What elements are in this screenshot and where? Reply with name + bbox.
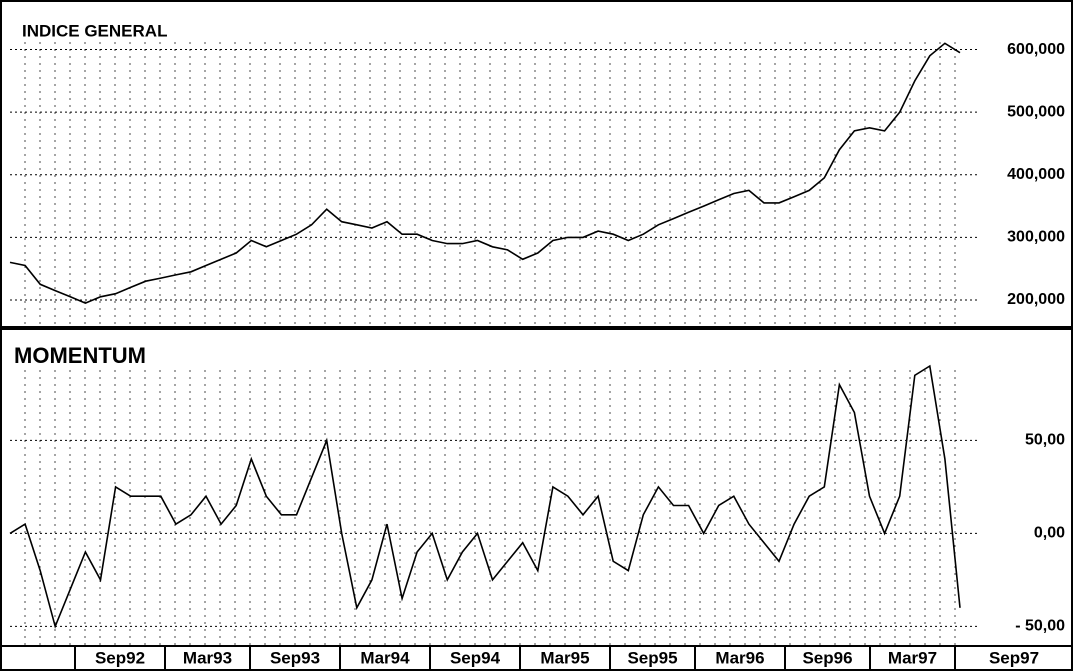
x-tick-label: Mar94	[360, 648, 410, 667]
chart-title: MOMENTUM	[14, 343, 146, 368]
x-tick-label: Sep97	[989, 648, 1039, 667]
x-tick-label: Mar95	[540, 648, 589, 667]
y-tick-label: 50,00	[1025, 432, 1065, 449]
y-tick-label: 200,000	[1007, 291, 1065, 308]
x-tick-label: Sep96	[802, 648, 852, 667]
line-series	[9, 42, 961, 304]
x-tick-label: Sep93	[270, 648, 320, 667]
x-tick-label: Sep92	[95, 648, 145, 667]
y-tick-label: 400,000	[1007, 166, 1065, 183]
y-tick-label: 600,000	[1007, 41, 1065, 58]
x-tick-label: Mar96	[715, 648, 764, 667]
y-tick-label: 300,000	[1007, 229, 1065, 246]
y-tick-label: 0,00	[1034, 525, 1065, 542]
line-series	[9, 364, 961, 629]
x-tick-label: Mar97	[888, 648, 937, 667]
x-tick-label: Sep94	[450, 648, 501, 667]
x-tick-label: Mar93	[183, 648, 232, 667]
x-tick-label: Sep95	[627, 648, 677, 667]
y-tick-label: - 50,00	[1015, 618, 1065, 635]
chart-title: INDICE GENERAL	[22, 21, 167, 40]
y-tick-label: 500,000	[1007, 103, 1065, 120]
